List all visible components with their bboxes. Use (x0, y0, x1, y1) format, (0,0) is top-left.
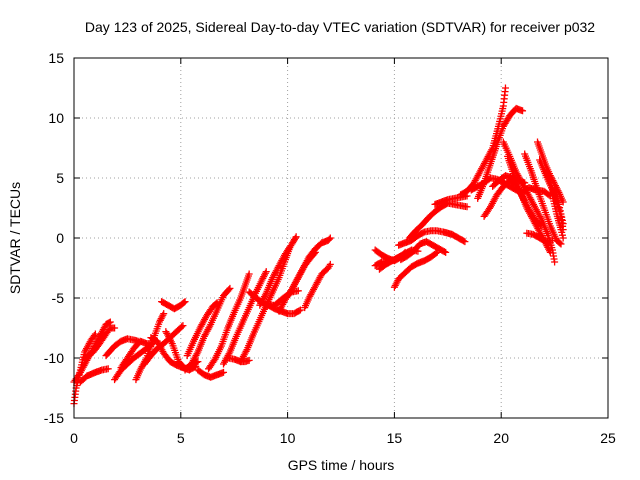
x-tick-label: 20 (493, 430, 509, 446)
data-point (555, 200, 563, 208)
data-point (294, 287, 302, 295)
data-point (160, 310, 168, 318)
data-point (180, 299, 188, 306)
data-track (397, 238, 450, 264)
data-point (292, 233, 300, 241)
data-track (534, 138, 567, 206)
data-point (326, 234, 334, 242)
data-track (286, 234, 334, 297)
data-track (523, 229, 556, 246)
x-tick-label: 5 (177, 430, 185, 446)
data-point (556, 204, 564, 212)
y-tick-label: -15 (44, 410, 64, 426)
data-track (81, 324, 119, 362)
data-track (521, 150, 565, 248)
data-track (117, 337, 157, 372)
data-track (548, 192, 567, 242)
y-tick-label: 5 (56, 170, 64, 186)
data-point (181, 298, 189, 306)
data-point (220, 368, 228, 376)
data-point (291, 234, 299, 242)
data-point (295, 307, 303, 315)
data-point (245, 356, 253, 364)
data-point (432, 249, 440, 257)
data-point (261, 269, 269, 277)
data-point (460, 237, 468, 245)
y-tick-label: 0 (56, 230, 64, 246)
data-point (551, 258, 559, 266)
x-tick-label: 10 (280, 430, 296, 446)
data-point (559, 220, 567, 228)
y-tick-label: 15 (48, 50, 64, 66)
data-point (548, 236, 556, 244)
data-point (111, 324, 119, 332)
data-point (245, 270, 253, 278)
y-axis-ticks: -15 -10 -5 0 5 10 15 (44, 50, 608, 426)
data-track (256, 233, 300, 309)
data-point (326, 260, 334, 268)
data-track (194, 366, 228, 381)
data-point (501, 84, 509, 92)
data-points (70, 84, 567, 408)
data-point (546, 248, 554, 256)
data-point (519, 107, 527, 115)
data-point (442, 248, 450, 256)
x-axis-label: GPS time / hours (288, 457, 395, 473)
data-point (106, 318, 114, 326)
data-track (183, 299, 221, 360)
data-track (158, 298, 189, 313)
data-point (225, 286, 233, 294)
y-tick-label: 10 (48, 110, 64, 126)
x-axis-ticks: 0 5 10 15 20 25 (70, 58, 616, 446)
data-point (325, 235, 333, 243)
data-point (557, 240, 565, 248)
data-point (179, 322, 187, 330)
data-track (181, 284, 234, 374)
data-track (395, 227, 469, 249)
y-axis-label: SDTVAR / TECUs (7, 182, 23, 294)
data-point (226, 284, 234, 292)
y-tick-label: -5 (52, 290, 65, 306)
chart-title: Day 123 of 2025, Sidereal Day-to-day VTE… (85, 19, 595, 35)
data-point (262, 268, 270, 276)
data-point (178, 323, 186, 331)
data-point (296, 306, 304, 314)
data-track (301, 260, 334, 312)
data-point (90, 332, 98, 339)
y-tick-label: -10 (44, 350, 64, 366)
data-track (102, 335, 142, 360)
data-point (440, 248, 448, 256)
x-tick-label: 0 (70, 430, 78, 446)
data-point (461, 238, 469, 246)
data-track (390, 248, 441, 291)
x-tick-label: 25 (600, 430, 616, 446)
data-point (463, 203, 471, 211)
x-tick-label: 15 (387, 430, 403, 446)
data-point (91, 330, 99, 338)
data-track (431, 192, 471, 208)
data-point (104, 365, 112, 373)
data-track (205, 270, 253, 373)
data-point (545, 247, 553, 255)
data-point (194, 358, 202, 366)
data-point (556, 239, 564, 247)
data-point (559, 234, 567, 242)
data-track (76, 365, 112, 386)
data-point (159, 311, 167, 319)
data-point (558, 213, 566, 221)
